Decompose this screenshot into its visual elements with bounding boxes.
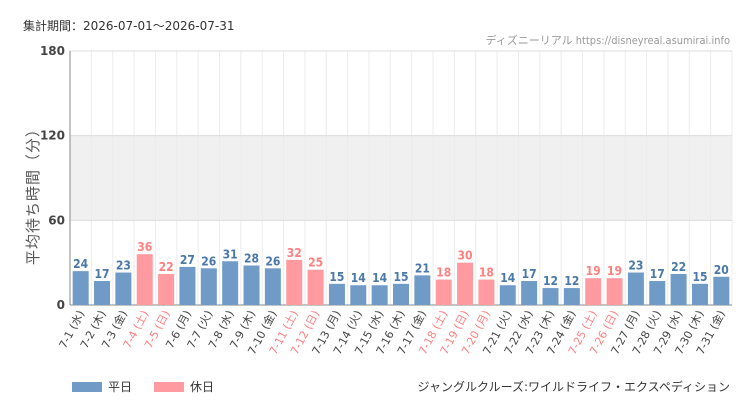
- data-label: 36: [137, 240, 152, 254]
- bar: [435, 279, 452, 305]
- bar: [585, 278, 602, 305]
- y-tick-label: 60: [48, 213, 65, 227]
- data-label: 22: [671, 260, 686, 274]
- data-label: 23: [116, 259, 131, 273]
- data-label: 28: [244, 251, 259, 265]
- data-label: 17: [522, 267, 537, 281]
- bar: [414, 275, 431, 305]
- source-label: ディズニーリアル https://disneyreal.asumirai.inf…: [485, 34, 730, 47]
- bar: [158, 273, 175, 305]
- bar: [179, 266, 196, 305]
- data-label: 18: [436, 266, 451, 280]
- data-label: 30: [458, 249, 473, 263]
- bar: [393, 283, 409, 305]
- bar: [136, 254, 153, 305]
- data-label: 14: [500, 271, 516, 285]
- legend: 平日 休日: [72, 378, 214, 395]
- bar: [94, 281, 111, 305]
- legend-item-holiday[interactable]: 休日: [154, 378, 214, 395]
- bar: [606, 278, 623, 305]
- legend-swatch-holiday: [154, 381, 185, 392]
- data-label: 12: [543, 274, 558, 288]
- data-label: 32: [287, 246, 302, 260]
- attraction-name: ジャングルクルーズ:ワイルドライフ・エクスペディション: [417, 380, 730, 394]
- y-tick-label: 120: [40, 129, 65, 143]
- y-tick-label: 0: [57, 298, 65, 312]
- data-label: 22: [159, 260, 174, 274]
- data-label: 26: [201, 254, 216, 268]
- data-label: 26: [265, 254, 280, 268]
- data-label: 14: [351, 271, 367, 285]
- bar: [542, 288, 559, 305]
- data-label: 31: [223, 247, 238, 261]
- bar: [115, 272, 132, 305]
- shaded-band: [70, 135, 732, 221]
- legend-swatch-weekday: [72, 381, 102, 392]
- bar: [713, 276, 730, 305]
- data-label: 20: [714, 263, 729, 277]
- data-label: 19: [586, 264, 601, 278]
- data-label: 24: [73, 257, 89, 271]
- data-label: 27: [180, 253, 195, 267]
- bar: [328, 283, 345, 305]
- data-label: 15: [692, 270, 707, 284]
- data-label: 14: [372, 271, 388, 285]
- bar: [691, 283, 708, 305]
- data-label: 19: [607, 264, 622, 278]
- bar: [243, 265, 260, 305]
- bar: [286, 259, 303, 305]
- bar: [307, 269, 324, 305]
- period-label: 集計期間：2026-07-01〜2026-07-31: [23, 19, 235, 33]
- bar: [627, 272, 644, 305]
- bar: [72, 271, 89, 305]
- data-label: 17: [95, 267, 110, 281]
- data-label: 12: [564, 274, 579, 288]
- data-label: 21: [415, 261, 430, 275]
- bar: [563, 288, 580, 305]
- legend-label-weekday: 平日: [108, 380, 133, 394]
- bar: [371, 285, 388, 305]
- bar: [478, 279, 495, 305]
- bar: [457, 262, 474, 305]
- data-label: 17: [650, 267, 665, 281]
- data-label: 18: [479, 266, 494, 280]
- legend-item-weekday[interactable]: 平日: [72, 378, 132, 395]
- legend-label-holiday: 休日: [190, 380, 215, 394]
- bar: [350, 285, 367, 305]
- bar: [649, 281, 666, 305]
- bar: [521, 281, 538, 305]
- bar: [499, 285, 516, 305]
- bar: [200, 268, 217, 305]
- data-label: 15: [393, 270, 408, 284]
- data-label: 23: [628, 259, 643, 273]
- data-label: 15: [329, 270, 344, 284]
- bar: [222, 261, 239, 305]
- y-tick-label: 180: [40, 44, 65, 58]
- bar: [670, 273, 687, 305]
- data-label: 25: [308, 256, 323, 270]
- bar: [264, 268, 281, 305]
